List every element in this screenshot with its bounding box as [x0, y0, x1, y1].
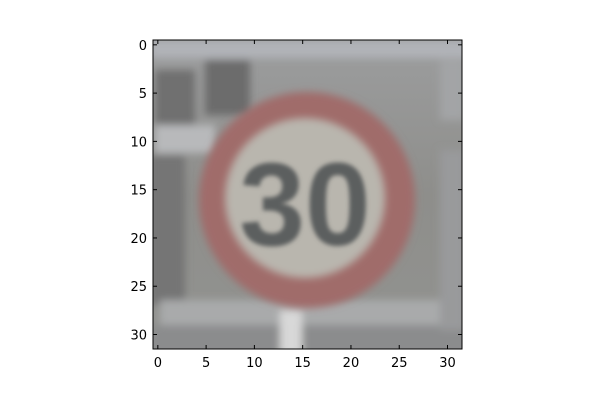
y-tick-label: 25 — [130, 280, 147, 295]
x-axis-tick-labels: 0 5 10 15 20 25 30 — [154, 356, 456, 371]
sign: 30 — [199, 92, 415, 308]
y-tick-label: 10 — [130, 135, 147, 150]
x-tick-label: 20 — [343, 356, 360, 371]
y-tick-label: 15 — [130, 184, 147, 199]
y-axis-tick-labels: 0 5 10 15 20 25 30 — [130, 39, 147, 344]
x-tick-label: 25 — [391, 356, 408, 371]
y-tick-label: 5 — [139, 87, 147, 102]
x-tick-label: 30 — [439, 356, 456, 371]
y-tick-label: 20 — [130, 232, 147, 247]
axes-frame — [152, 39, 463, 350]
axis-ticks — [153, 40, 462, 349]
x-tick-label: 15 — [294, 356, 311, 371]
background-structures — [153, 40, 462, 349]
y-tick-label: 0 — [139, 39, 147, 54]
sign-face — [225, 118, 385, 278]
sign-digits: 30 — [239, 139, 370, 271]
x-tick-label: 10 — [246, 356, 263, 371]
y-tick-label: 30 — [130, 329, 147, 344]
photo: 30 — [153, 40, 462, 349]
x-tick-label: 5 — [202, 356, 210, 371]
x-tick-label: 0 — [154, 356, 162, 371]
